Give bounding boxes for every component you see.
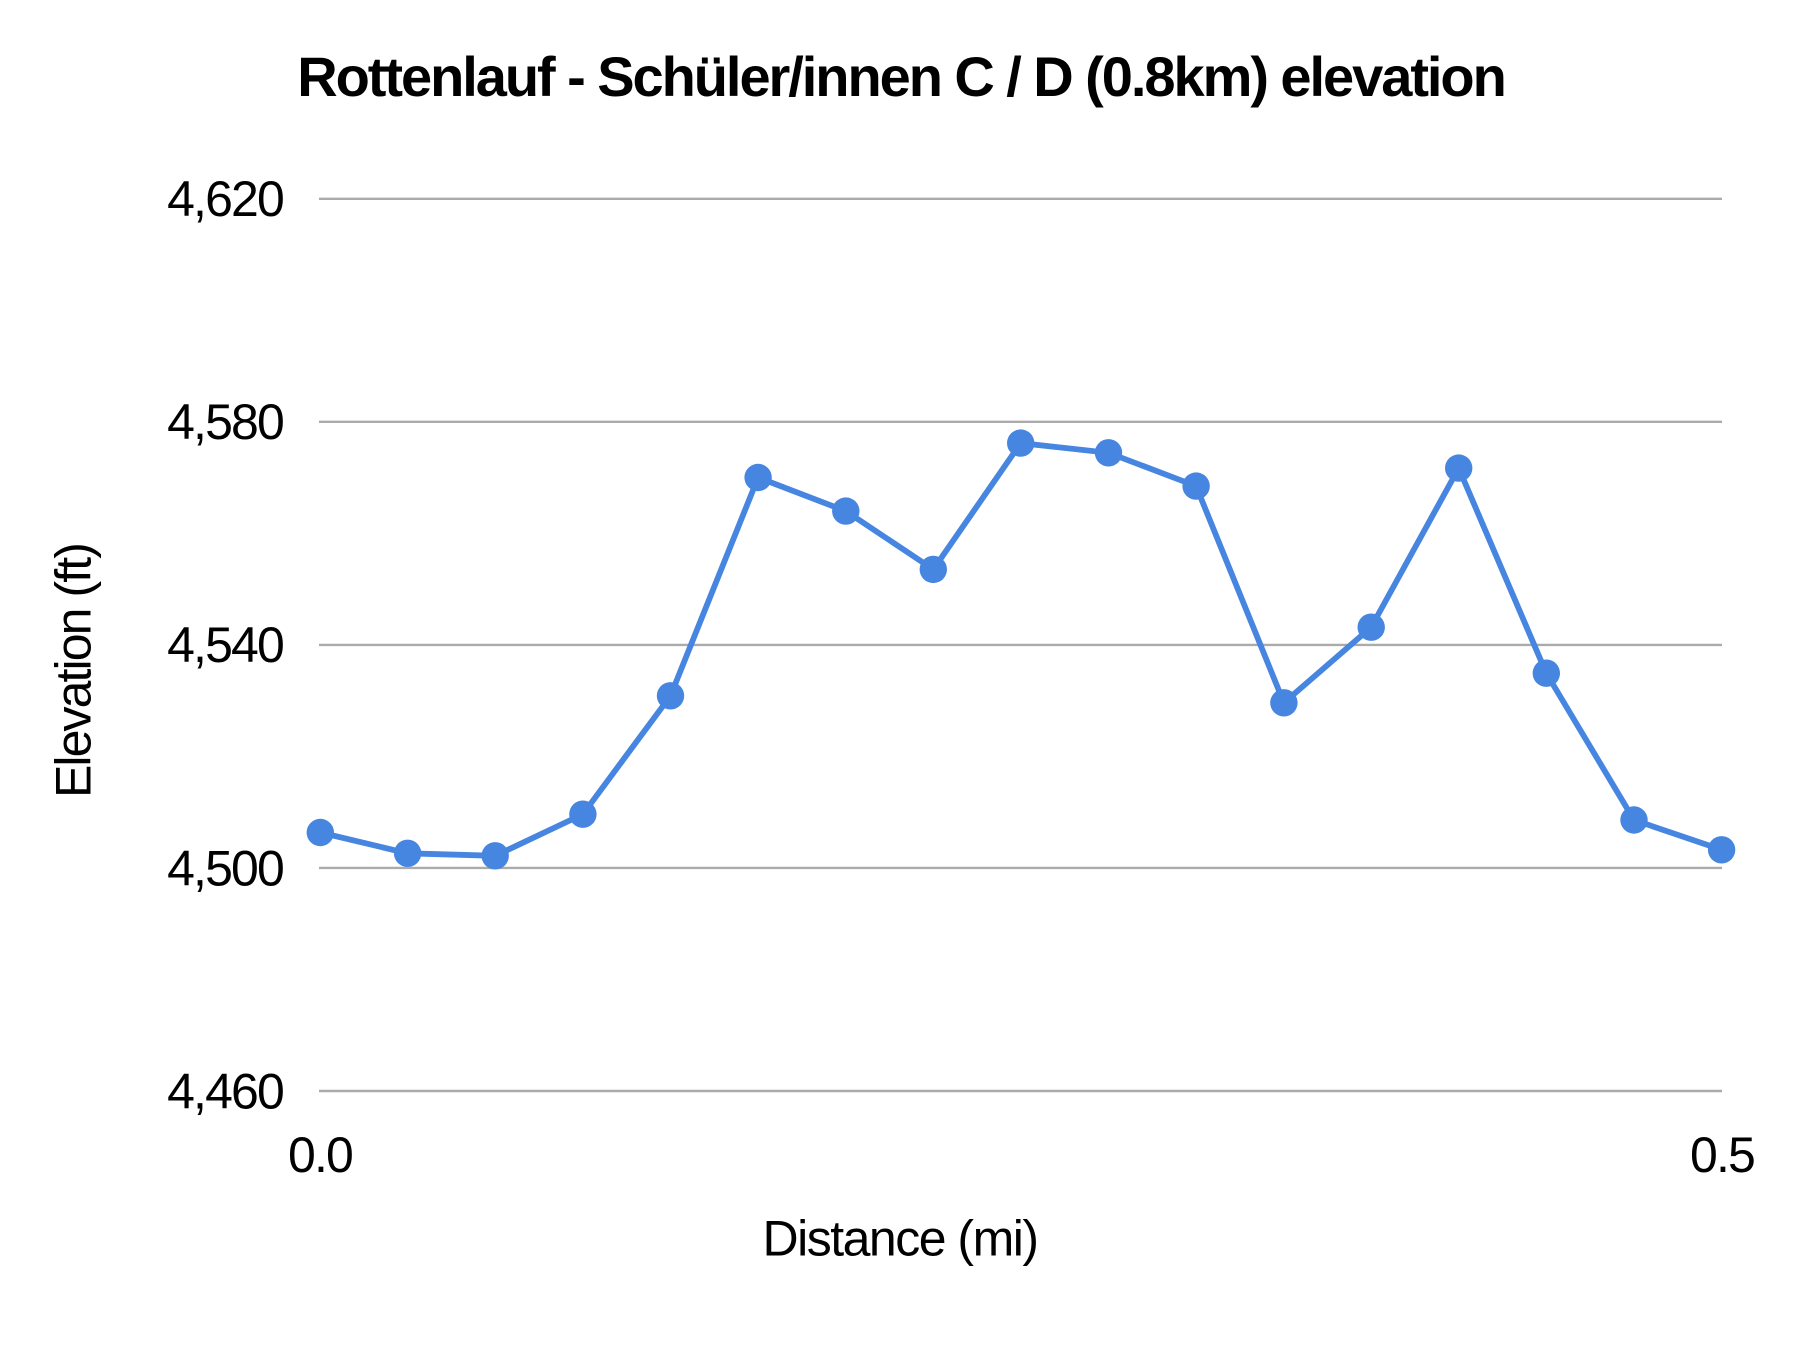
svg-text:Rottenlauf - Schüler/innen C /: Rottenlauf - Schüler/innen C / D (0.8km)… — [297, 45, 1505, 108]
svg-text:0.0: 0.0 — [288, 1127, 352, 1183]
svg-text:Elevation (ft): Elevation (ft) — [45, 544, 101, 798]
svg-text:4,580: 4,580 — [167, 394, 283, 450]
svg-text:4,620: 4,620 — [167, 171, 283, 227]
svg-text:4,540: 4,540 — [167, 617, 283, 673]
svg-text:4,500: 4,500 — [167, 840, 283, 896]
svg-text:Distance (mi): Distance (mi) — [763, 1211, 1038, 1267]
svg-text:4,460: 4,460 — [167, 1063, 283, 1119]
svg-text:0.5: 0.5 — [1690, 1127, 1754, 1183]
